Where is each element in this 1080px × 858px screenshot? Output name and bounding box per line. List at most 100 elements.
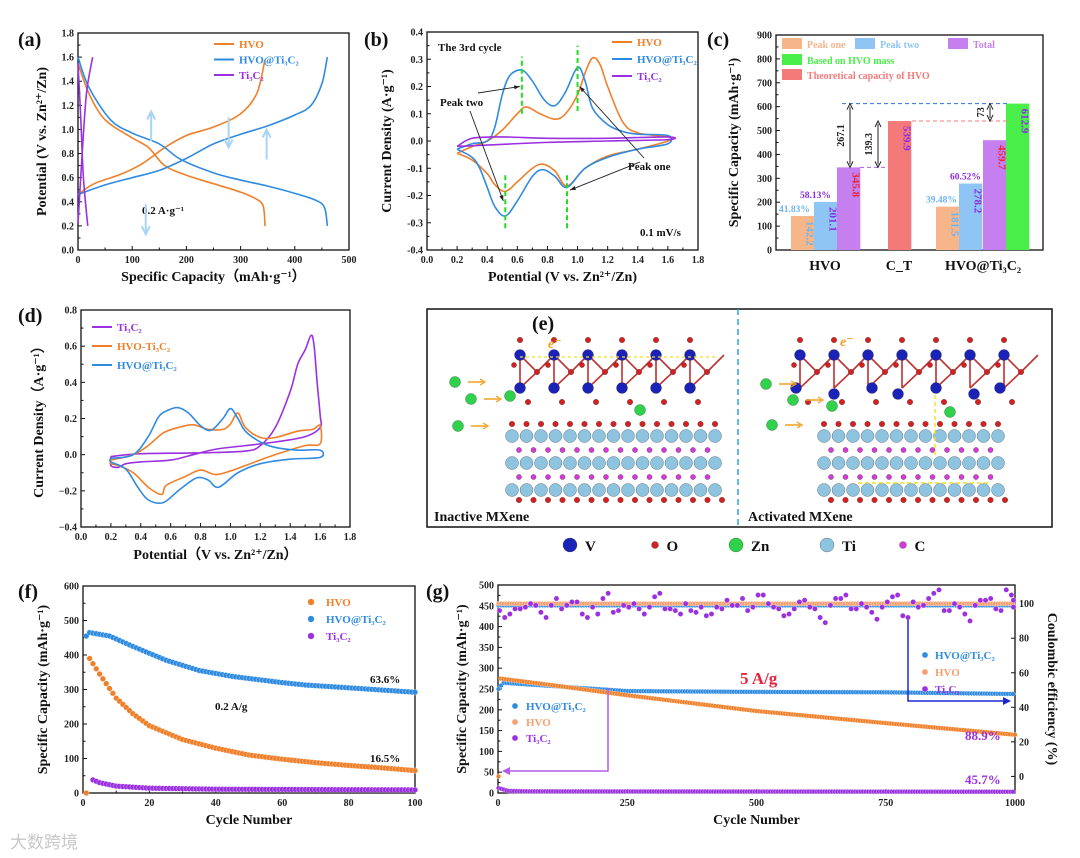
y-tick-label: 50 [484,768,494,779]
atom-o [1018,369,1024,375]
atom-c [545,447,551,453]
atom-o [704,497,711,503]
atom-o [509,421,515,427]
atom-o [814,369,820,375]
atom-ti [831,429,846,443]
ce-data-point [1008,592,1015,598]
ce-data-point [775,605,782,612]
atom-c [842,474,849,480]
series-line-HVO [77,62,266,226]
x-tick-label: 500 [749,798,764,809]
atom-o [568,369,574,375]
atom-v [930,349,942,361]
y-tick-label: -0.1 [407,164,423,175]
ce-data-point [874,616,880,623]
legend-label: Total [973,40,995,51]
x-axis-label: Potential（V vs. Zn²⁺/Zn） [133,547,297,563]
panel-label-d: (d) [18,305,42,327]
atom-o [882,369,888,375]
bar-peak-two [814,201,838,250]
legend-swatch [855,38,875,49]
x-tick-label: 1.8 [692,255,705,266]
atom-o [958,497,965,503]
y-tick-label: 0 [489,789,494,800]
series-line-HVO [456,56,673,193]
legend-swatch [782,54,802,65]
ce-data-point [558,605,565,612]
atom-v [998,349,1010,361]
atom-ti [679,429,693,443]
y-tick-label: 200 [757,198,772,209]
atom-ti [904,456,918,470]
percent-label: 39.48% [926,196,957,206]
series-line-HVO@Ti₃C₂ [77,56,329,196]
ce-data-point [750,604,756,610]
y-tick-label: 1.2 [62,101,75,112]
atom-o [647,362,653,368]
arrow-head-icon [817,396,825,404]
bar-value-label: 612.9 [1019,109,1031,134]
ce-data-point [512,605,518,612]
category-label: HVO@Ti₃C₂ [945,259,1021,274]
legend-swatch [782,69,802,80]
legend-label: Theoretical capacity of HVO [807,71,930,82]
atom-ti [519,483,534,497]
atom-o [975,399,981,405]
atom-ti [860,456,875,470]
atom-o [559,399,565,405]
atom-c [857,447,863,453]
chart-a: 0 100 200 300 400 500 0.0 0.2 0.4 0.6 0.8 1.0 1.2 1.4… [35,29,357,286]
atom-o [944,497,950,503]
ce-data-point [589,604,596,610]
y-tick-label: -0.4 [407,246,423,257]
chart-g: 0 250 500 750 100005010015020025030035040045… [455,581,1059,829]
atom-v [582,382,594,394]
atom-zn [944,406,956,418]
y-tick-label: 1.6 [62,53,75,64]
ce-data-point [719,605,725,612]
y-tick-label: 150 [479,726,494,737]
y-tick-label: 0.3 [411,55,424,66]
atom-v [616,382,628,394]
data-point [1012,732,1018,738]
difference-label: 139.3 [864,133,875,156]
ce-data-point [708,611,715,617]
atom-c [574,447,580,453]
atom-c [617,474,624,480]
legend-label: HVO [326,597,351,609]
atom-c [530,447,537,453]
atom-c [603,474,609,480]
atom-ti [563,483,577,497]
ce-data-point [806,604,813,610]
atom-o [585,337,591,343]
x-tick-label: 0.2 [105,532,118,543]
atom-ti [708,456,722,470]
y-tick-label: 250 [479,685,494,696]
y-tick-label: 0.8 [65,306,78,317]
atom-ti [606,483,621,497]
atom-ti [635,456,650,470]
atom-c [603,447,609,453]
atom-ti [592,429,606,443]
ce-data-point [517,605,524,612]
atom-c [944,447,950,453]
atom-o [995,362,1001,368]
atom-o [980,421,987,427]
atom-o [552,421,559,427]
category-label: HVO [809,259,841,274]
panel-label-c: (c) [707,29,729,51]
atom-ti [548,483,563,497]
atom-zn [787,394,799,406]
x-axis-label: Cycle Number [206,813,293,828]
ce-data-point [987,595,994,602]
panel-label-b: (b) [364,29,388,51]
atom-zn [504,390,516,402]
y-tick-label: 200 [64,720,79,731]
atom-c [958,474,965,480]
y-tick-label: 0.4 [62,197,75,208]
arrow-head-icon [499,194,504,201]
ce-data-point [760,592,767,598]
y-tick-label: 0.4 [65,378,78,389]
series-line-HVO@Ti₃C₂ [108,406,325,504]
atom-o [961,362,967,368]
